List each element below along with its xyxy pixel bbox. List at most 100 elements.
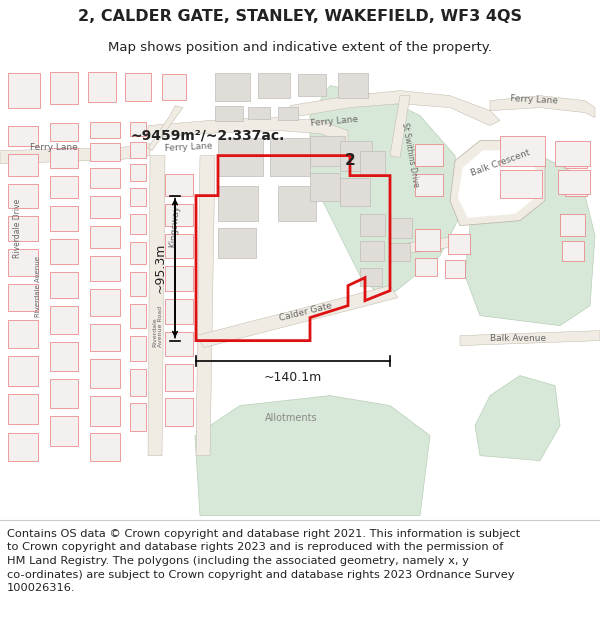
Bar (88, 72, 116, 102)
Bar (162, 74, 186, 99)
Bar (130, 336, 146, 361)
Polygon shape (196, 286, 398, 348)
Bar (165, 364, 193, 391)
Text: 2: 2 (345, 152, 356, 168)
Bar (415, 229, 440, 251)
Bar (130, 272, 146, 296)
Bar (90, 142, 120, 161)
Bar (90, 168, 120, 187)
Bar (555, 141, 590, 166)
Bar (90, 226, 120, 248)
Text: Ferry Lane: Ferry Lane (310, 114, 358, 128)
Bar (565, 148, 587, 168)
Bar (560, 214, 585, 236)
Text: Kingsway: Kingsway (168, 204, 181, 248)
Bar (258, 72, 290, 98)
Bar (8, 356, 38, 386)
Polygon shape (460, 331, 600, 346)
Bar (248, 107, 270, 119)
Bar (50, 122, 78, 141)
Bar (50, 72, 78, 104)
Polygon shape (148, 106, 183, 151)
Text: Riverdale Avenue: Riverdale Avenue (35, 256, 41, 317)
Bar (165, 204, 193, 226)
Bar (278, 107, 298, 119)
Bar (50, 239, 78, 264)
Bar (338, 72, 368, 98)
Bar (340, 177, 370, 206)
Bar (90, 359, 120, 388)
Polygon shape (465, 156, 595, 326)
Bar (8, 154, 38, 176)
Text: Calder Gate: Calder Gate (278, 301, 332, 322)
Bar (50, 306, 78, 334)
Bar (90, 256, 120, 281)
Bar (8, 319, 38, 348)
Bar (50, 342, 78, 371)
Bar (218, 228, 256, 258)
Text: ~140.1m: ~140.1m (264, 371, 322, 384)
Text: Ferry Lane: Ferry Lane (510, 94, 558, 106)
Text: Riverdale
Avenue Road: Riverdale Avenue Road (152, 306, 163, 347)
Bar (415, 258, 437, 276)
Bar (278, 186, 316, 221)
Bar (215, 106, 243, 121)
Bar (310, 136, 345, 166)
Bar (165, 398, 193, 426)
Bar (50, 272, 78, 298)
Bar (562, 241, 584, 261)
Bar (340, 141, 372, 171)
Bar (130, 402, 146, 431)
Bar (50, 206, 78, 231)
Bar (500, 169, 542, 198)
Bar (500, 136, 545, 166)
Polygon shape (450, 141, 545, 226)
Text: Balk Avenue: Balk Avenue (490, 334, 546, 342)
Bar (130, 369, 146, 396)
Bar (448, 234, 470, 254)
Bar (165, 234, 193, 258)
Polygon shape (310, 86, 460, 296)
Polygon shape (458, 151, 535, 218)
Bar (270, 138, 310, 176)
Text: Ferry Lane: Ferry Lane (30, 142, 78, 152)
Polygon shape (0, 144, 150, 164)
Polygon shape (148, 156, 165, 456)
Bar (218, 138, 263, 176)
Bar (130, 214, 146, 234)
Text: 2, CALDER GATE, STANLEY, WAKEFIELD, WF3 4QS: 2, CALDER GATE, STANLEY, WAKEFIELD, WF3 … (78, 9, 522, 24)
Bar (130, 242, 146, 264)
Bar (8, 249, 38, 276)
Bar (50, 416, 78, 446)
Bar (8, 216, 38, 241)
Bar (215, 72, 250, 101)
Bar (165, 174, 193, 196)
Bar (90, 432, 120, 461)
Bar (445, 259, 465, 278)
Text: Ferry Lane: Ferry Lane (165, 141, 213, 152)
Bar (298, 74, 326, 96)
Bar (50, 176, 78, 198)
Bar (90, 289, 120, 316)
Bar (165, 332, 193, 356)
Polygon shape (290, 91, 500, 126)
Bar (90, 324, 120, 351)
Bar (415, 144, 443, 166)
Polygon shape (490, 96, 595, 118)
Bar (360, 151, 385, 176)
Text: ~9459m²/~2.337ac.: ~9459m²/~2.337ac. (130, 129, 284, 142)
Bar (165, 299, 193, 324)
Text: Riverdale Drive: Riverdale Drive (13, 198, 22, 258)
Polygon shape (390, 236, 462, 256)
Text: ~95.3m: ~95.3m (154, 243, 167, 293)
Text: Map shows position and indicative extent of the property.: Map shows position and indicative extent… (108, 41, 492, 54)
Bar (90, 396, 120, 426)
Bar (8, 126, 38, 146)
Bar (218, 186, 258, 221)
Bar (8, 284, 38, 311)
Bar (90, 196, 120, 218)
Bar (360, 268, 382, 286)
Polygon shape (148, 118, 348, 144)
Bar (90, 122, 120, 138)
Bar (130, 304, 146, 328)
